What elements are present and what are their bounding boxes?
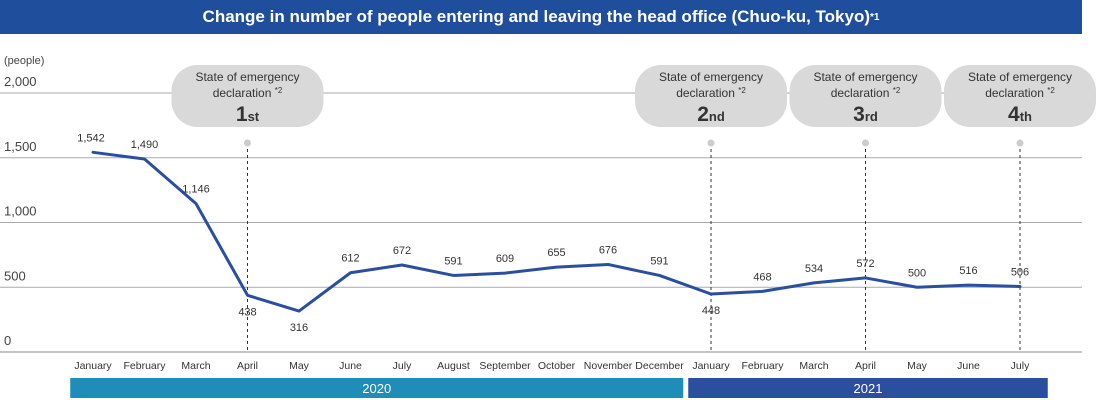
emergency-marker-dot bbox=[244, 139, 251, 147]
y-axis-unit-label: (people) bbox=[4, 55, 44, 67]
emergency-bubble bbox=[171, 65, 324, 127]
x-tick-label: August bbox=[437, 360, 470, 372]
emergency-bubble-note: *2 bbox=[893, 86, 901, 95]
data-label: 1,146 bbox=[182, 184, 210, 196]
emergency-ordinal-suffix: rd bbox=[865, 109, 878, 124]
x-tick-label: February bbox=[741, 360, 784, 372]
emergency-ordinal: 1st bbox=[236, 103, 260, 126]
emergency-bubble-line2: declaration *2 bbox=[985, 86, 1055, 100]
x-tick-label: May bbox=[907, 360, 928, 372]
y-tick-label: 500 bbox=[4, 268, 26, 283]
x-tick-label: October bbox=[538, 360, 576, 372]
data-label: 468 bbox=[753, 271, 771, 283]
emergency-bubble-line1: State of emergency bbox=[195, 70, 299, 84]
emergency-ordinal-number: 2 bbox=[697, 103, 709, 126]
data-label: 672 bbox=[393, 245, 411, 257]
x-tick-label: September bbox=[479, 360, 531, 372]
emergency-ordinal-number: 3 bbox=[853, 103, 865, 126]
data-label: 572 bbox=[856, 258, 874, 270]
emergency-marker-dot bbox=[1016, 139, 1024, 147]
chart-title-text: Change in number of people entering and … bbox=[202, 7, 870, 26]
data-label: 655 bbox=[547, 247, 565, 259]
emergency-ordinal-number: 4 bbox=[1008, 103, 1020, 126]
emergency-bubble bbox=[789, 65, 942, 127]
data-label: 612 bbox=[341, 253, 359, 265]
emergency-ordinal-suffix: nd bbox=[709, 109, 725, 124]
emergency-ordinal: 4th bbox=[1008, 103, 1032, 126]
chart-title-note: *1 bbox=[870, 11, 880, 23]
emergency-bubble-line1: State of emergency bbox=[968, 70, 1072, 84]
data-label: 438 bbox=[238, 306, 256, 318]
x-tick-label: April bbox=[855, 360, 876, 372]
emergency-bubble bbox=[635, 65, 787, 127]
y-tick-label: 1,000 bbox=[4, 204, 37, 219]
x-tick-label: March bbox=[181, 360, 210, 372]
x-tick-label: November bbox=[584, 360, 633, 372]
emergency-ordinal-suffix: st bbox=[248, 109, 260, 124]
data-label: 500 bbox=[908, 267, 926, 279]
y-tick-label: 2,000 bbox=[4, 74, 37, 89]
emergency-ordinal-number: 1 bbox=[236, 103, 248, 126]
data-label: 591 bbox=[444, 255, 462, 267]
data-label: 591 bbox=[650, 255, 668, 267]
x-tick-label: February bbox=[123, 360, 166, 372]
emergency-bubble bbox=[944, 65, 1096, 127]
emergency-bubble-line1: State of emergency bbox=[659, 70, 763, 84]
emergency-bubble-line1: State of emergency bbox=[813, 70, 917, 84]
chart-title: Change in number of people entering and … bbox=[0, 0, 1082, 34]
series-line bbox=[91, 150, 1022, 313]
emergency-ordinal: 3rd bbox=[853, 103, 878, 126]
emergency-ordinal-suffix: th bbox=[1020, 109, 1032, 124]
data-label: 516 bbox=[959, 265, 977, 277]
y-tick-label: 1,500 bbox=[4, 139, 37, 154]
x-tick-label: July bbox=[1011, 360, 1030, 372]
emergency-bubble-line2: declaration *2 bbox=[831, 86, 901, 100]
data-label: 534 bbox=[805, 263, 823, 275]
data-label: 1,542 bbox=[77, 132, 105, 144]
data-label: 316 bbox=[290, 322, 308, 334]
data-label: 448 bbox=[702, 305, 720, 317]
emergency-marker-dot bbox=[707, 139, 715, 147]
year-bar bbox=[688, 378, 1048, 398]
emergency-bubble-note: *2 bbox=[738, 86, 746, 95]
year-label: 2020 bbox=[362, 381, 391, 396]
x-tick-label: June bbox=[339, 360, 362, 372]
data-label: 609 bbox=[496, 253, 514, 265]
x-tick-label: July bbox=[393, 360, 412, 372]
emergency-ordinal: 2nd bbox=[697, 103, 725, 126]
emergency-bubble-line2: declaration *2 bbox=[676, 86, 746, 100]
emergency-bubble-note: *2 bbox=[1047, 86, 1055, 95]
x-tick-label: January bbox=[74, 360, 112, 372]
year-bar bbox=[70, 378, 684, 398]
emergency-marker-dot bbox=[862, 139, 869, 147]
emergency-bubble-line2: declaration *2 bbox=[213, 86, 283, 100]
data-label: 676 bbox=[599, 244, 617, 256]
data-label: 1,490 bbox=[131, 139, 159, 151]
x-tick-label: May bbox=[289, 360, 310, 372]
x-tick-label: June bbox=[957, 360, 980, 372]
data-label: 506 bbox=[1011, 266, 1029, 278]
x-tick-label: December bbox=[635, 360, 684, 372]
x-tick-label: January bbox=[692, 360, 730, 372]
emergency-bubble-note: *2 bbox=[275, 86, 283, 95]
y-tick-label: 0 bbox=[4, 333, 11, 348]
year-label: 2021 bbox=[854, 381, 883, 396]
x-tick-label: April bbox=[237, 360, 258, 372]
x-tick-label: March bbox=[799, 360, 828, 372]
